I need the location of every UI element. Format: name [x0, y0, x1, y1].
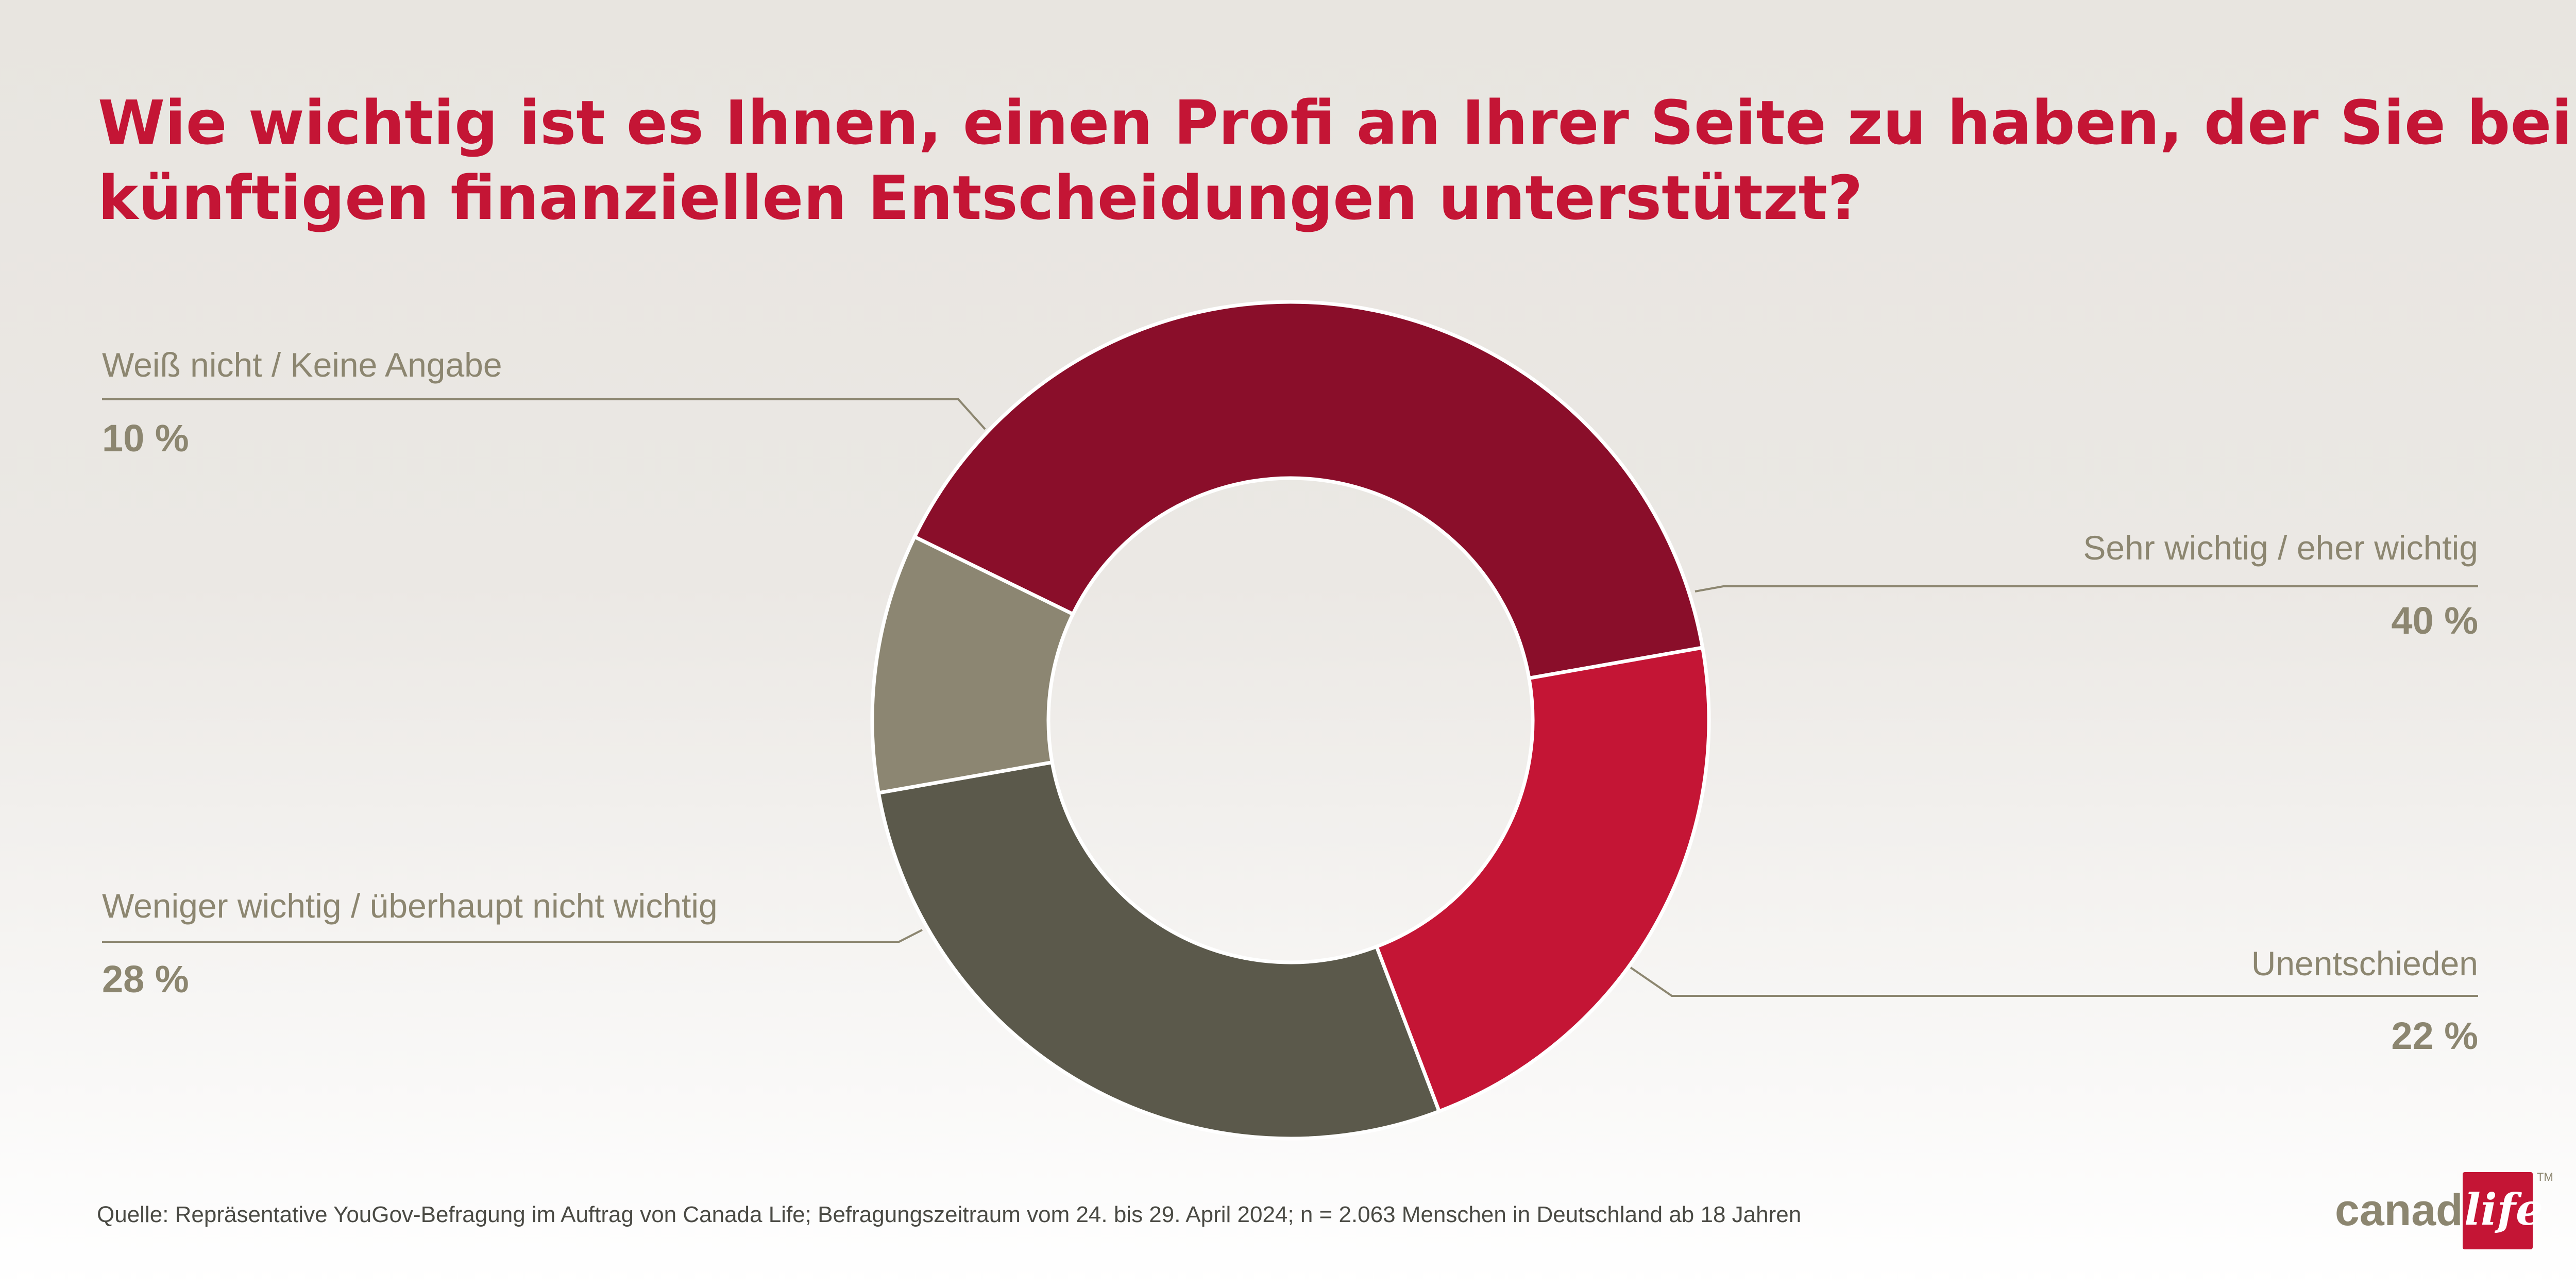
slice-value-unentschieden: 22 %	[2391, 1014, 2478, 1057]
logo-wordmark: canada	[2335, 1185, 2488, 1235]
leader-line-sehr-wichtig	[1694, 585, 2478, 592]
slice-value-weiss-nicht: 10 %	[102, 417, 189, 460]
slice-value-weniger-wichtig: 28 %	[102, 958, 189, 1001]
logo-mark	[2463, 1172, 2533, 1249]
leader-line-weniger-wichtig	[102, 929, 923, 943]
slice-label-sehr-wichtig: Sehr wichtig / eher wichtig	[2083, 529, 2478, 567]
donut-slice-unentschieden	[1374, 645, 1711, 1114]
slice-value-sehr-wichtig: 40 %	[2391, 599, 2478, 642]
logo-trademark: TM	[2537, 1171, 2553, 1183]
chart-title: Wie wichtig ist es Ihnen, einen Profi an…	[98, 85, 2572, 235]
leader-line-weiss-nicht	[102, 398, 986, 430]
logo-life-text: life	[2464, 1184, 2544, 1235]
chart-title-line-2: künftigen finanziellen Entscheidungen un…	[98, 162, 1863, 233]
slice-label-weniger-wichtig: Weniger wichtig / überhaupt nicht wichti…	[102, 887, 718, 925]
donut-slices	[870, 300, 1711, 1141]
source-note: Quelle: Repräsentative YouGov-Befragung …	[97, 1202, 1802, 1227]
leader-line-unentschieden	[1630, 967, 2478, 997]
donut-slice-weiss-nicht	[870, 534, 1076, 795]
slice-label-weiss-nicht: Weiß nicht / Keine Angabe	[102, 346, 502, 384]
donut-slice-sehr-wichtig	[912, 300, 1705, 681]
donut-slice-weniger-wichtig	[876, 760, 1442, 1141]
chart-title-line-1: Wie wichtig ist es Ihnen, einen Profi an…	[98, 87, 2572, 158]
leader-lines	[102, 398, 2478, 997]
slice-label-unentschieden: Unentschieden	[2251, 944, 2478, 982]
